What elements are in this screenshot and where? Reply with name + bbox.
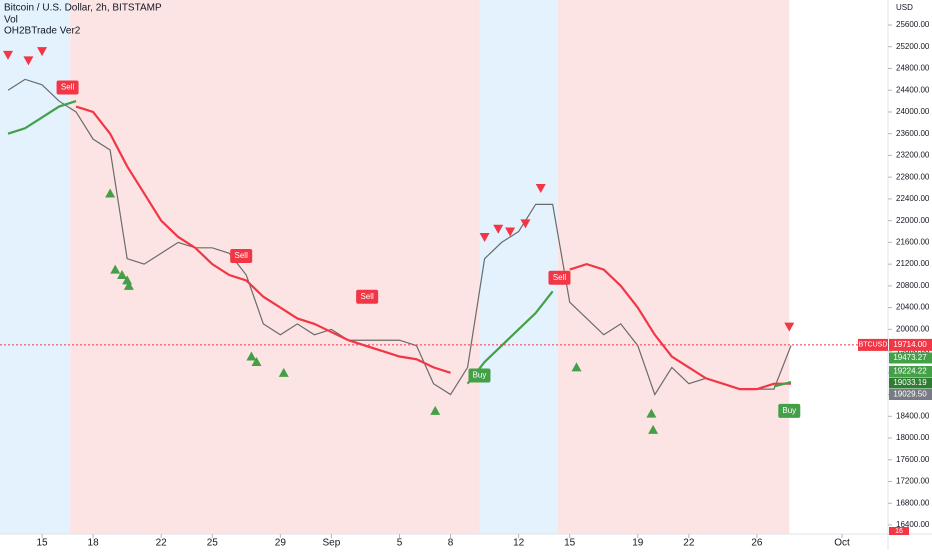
symbol-text: BTCUSD xyxy=(859,342,888,349)
y-tick-label: 25600.00 xyxy=(896,20,930,29)
x-tick-label: 26 xyxy=(751,538,763,549)
volume-tag xyxy=(889,527,909,535)
price-axis xyxy=(888,0,932,550)
y-tick-label: 21200.00 xyxy=(896,259,930,268)
x-tick-label: 22 xyxy=(683,538,695,549)
signal-label xyxy=(56,80,79,95)
y-tick-label: 23600.00 xyxy=(896,129,930,138)
signal-label xyxy=(548,270,571,285)
sell-arrow xyxy=(493,224,504,234)
price-tag xyxy=(889,352,932,364)
y-tick-label: 20800.00 xyxy=(896,281,930,290)
background xyxy=(0,0,790,534)
buy-arrow xyxy=(648,424,659,434)
trend-zone xyxy=(0,0,71,534)
buy-arrow xyxy=(117,270,128,279)
volume-tag-text: 16 xyxy=(895,528,903,535)
y-tick-label: 20000.00 xyxy=(896,324,930,333)
y-tick-label: 18400.00 xyxy=(896,411,930,420)
signal-label xyxy=(356,289,379,304)
x-tick-label: 15 xyxy=(564,538,576,549)
x-tick-label: 18 xyxy=(88,538,100,549)
trend-zone xyxy=(479,0,558,534)
sell-arrow xyxy=(520,219,531,229)
buy-arrow xyxy=(123,280,134,290)
x-tick-label: 15 xyxy=(36,538,48,549)
signal-text: Buy xyxy=(782,406,796,415)
signal-text: Buy xyxy=(473,371,487,380)
y-tick-label: 18000.00 xyxy=(896,433,930,442)
signal-text: Sell xyxy=(360,292,374,301)
buy-arrow xyxy=(251,356,262,366)
signal-text: Sell xyxy=(61,83,75,92)
price-line xyxy=(7,78,792,396)
price-tag-text: 19473.27 xyxy=(893,353,927,362)
sell-arrow xyxy=(479,232,490,242)
price-tag xyxy=(889,377,932,389)
signal-label xyxy=(468,368,491,383)
indicator-name: OH2BTrade Ver2 xyxy=(4,26,81,37)
buy-arrow xyxy=(105,188,116,198)
y-tick-label: 17600.00 xyxy=(896,455,930,464)
sell-arrow xyxy=(535,184,546,194)
buy-arrow xyxy=(646,408,657,418)
price-tag-text: 19033.19 xyxy=(893,378,927,387)
signal-label xyxy=(778,403,801,418)
sell-arrow xyxy=(37,47,48,57)
y-tick-label: 23200.00 xyxy=(896,151,930,160)
x-tick-label: 12 xyxy=(513,538,525,549)
y-tick-label: 20400.00 xyxy=(896,303,930,312)
y-tick-label: 24000.00 xyxy=(896,107,930,116)
x-tick-label: Sep xyxy=(323,538,341,549)
price-tag-text: 19029.50 xyxy=(893,390,927,399)
x-tick-label: 25 xyxy=(207,538,219,549)
axes: 16400.00 16800.00 17200.00 17600.00 18000.00… xyxy=(36,20,932,549)
buy-arrow xyxy=(571,362,582,372)
buy-arrow xyxy=(110,264,121,274)
price-line xyxy=(7,100,792,388)
buy-arrow xyxy=(278,367,289,377)
y-tick-label: 24400.00 xyxy=(896,85,930,94)
x-tick-label: 29 xyxy=(275,538,287,549)
buy-arrow xyxy=(122,275,133,285)
x-tick-label: 5 xyxy=(397,538,403,549)
plot: Sell Sell Sell Sell Buy Buy xyxy=(0,47,888,434)
y-tick-label: 22000.00 xyxy=(896,216,930,225)
y-tick-label: 21600.00 xyxy=(896,238,930,247)
sell-arrow xyxy=(3,50,13,60)
signal-text: Sell xyxy=(553,273,567,282)
price-tag xyxy=(889,366,932,378)
chart-title: Bitcoin / U.S. Dollar, 2h, BITSTAMP xyxy=(4,3,162,14)
indicator-name: Vol xyxy=(4,15,18,26)
x-tick-label: 19 xyxy=(632,538,644,549)
signal-text: Sell xyxy=(235,251,249,260)
x-tick-label: 8 xyxy=(448,538,454,549)
buy-arrow xyxy=(430,405,441,415)
y-tick-label: 24800.00 xyxy=(896,64,930,73)
x-tick-label: Oct xyxy=(834,538,850,549)
trend-zone xyxy=(70,0,480,534)
buy-arrow xyxy=(246,351,257,361)
y-tick-label: 22400.00 xyxy=(896,194,930,203)
price-tag xyxy=(889,338,932,351)
sell-arrow xyxy=(784,322,795,332)
y-tick-label: 22800.00 xyxy=(896,172,930,181)
symbol-tag xyxy=(858,338,888,351)
price-tag-text: 19224.22 xyxy=(893,367,927,376)
price-line xyxy=(75,105,791,391)
y-tick-label: 16800.00 xyxy=(896,498,930,507)
currency: USD xyxy=(896,3,913,12)
y-tick-label: 16400.00 xyxy=(896,520,930,529)
price-tag-text: 19714.00 xyxy=(893,340,927,349)
y-tick-label: 25200.00 xyxy=(896,42,930,51)
sell-arrow xyxy=(505,227,516,237)
price-tag xyxy=(889,389,932,401)
x-tick-label: 22 xyxy=(156,538,168,549)
y-tick-label: 17200.00 xyxy=(896,477,930,486)
sell-arrow xyxy=(23,56,34,66)
signal-label xyxy=(230,248,253,263)
